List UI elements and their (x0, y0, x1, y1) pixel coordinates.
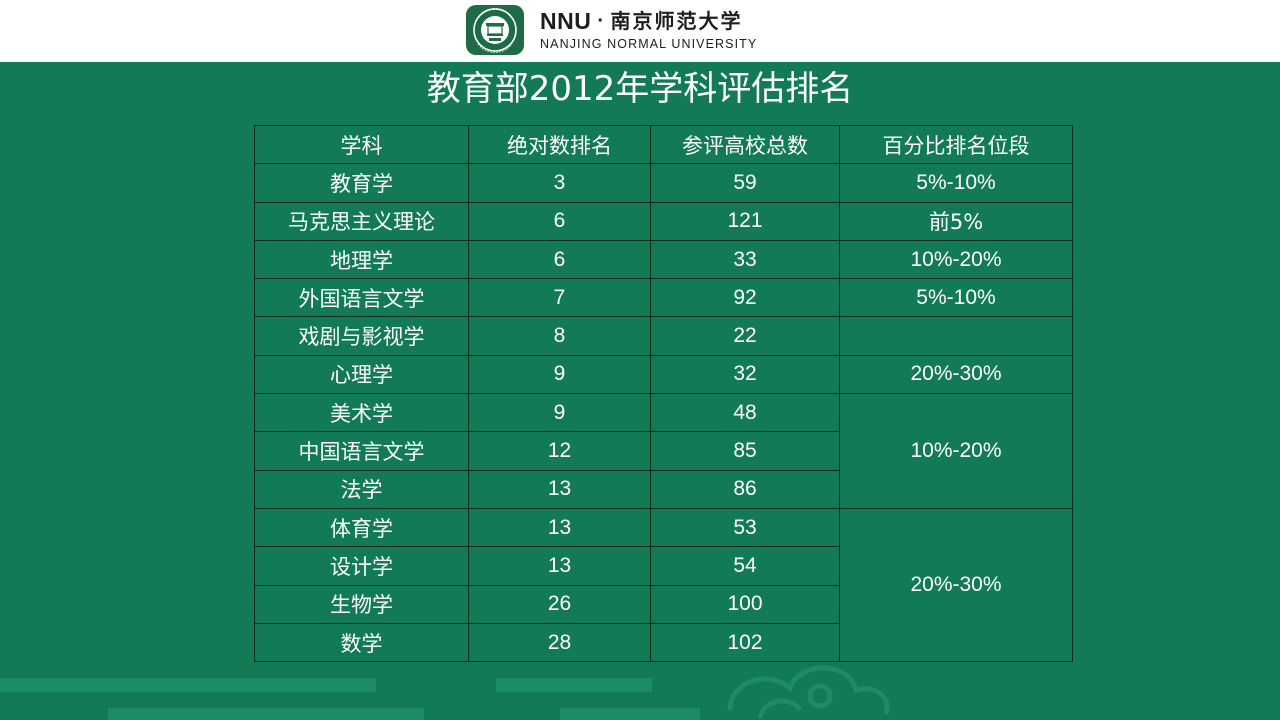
table-row: 马克思主义理论 6 121 前5% (254, 201, 1073, 241)
total-cell: 33 (650, 239, 840, 280)
table-row: 外国语言文学 7 92 5%-10% (254, 278, 1073, 318)
table-row: 地理学 6 33 10%-20% (254, 239, 1073, 280)
decor-stripe-1 (0, 678, 376, 692)
decor-stripe-2 (496, 678, 652, 692)
subject-cell: 外国语言文学 (254, 278, 469, 318)
subject-cell: 法学 (254, 469, 469, 509)
rank-cell: 7 (468, 278, 651, 318)
column-header-absolute-rank: 绝对数排名 (468, 124, 651, 165)
table-row: 心理学 9 32 20%-30% (254, 354, 1073, 395)
table-row: 体育学 13 53 20%-30% (254, 507, 1073, 663)
percent-cell-merged: 20%-30% (839, 507, 1073, 663)
percent-cell: 5%-10% (839, 163, 1073, 203)
total-cell: 92 (650, 278, 840, 318)
decor-stripe-4 (560, 708, 700, 720)
table-row: 美术学 9 48 10%-20% (254, 393, 1073, 509)
total-cell: 48 (650, 393, 840, 433)
subject-cell: 生物学 (254, 584, 469, 624)
total-cell: 59 (650, 163, 840, 203)
total-cell: 54 (650, 546, 840, 586)
logo-text: NNU · 南京师范大学 NANJING NORMAL UNIVERSITY (540, 8, 757, 52)
table-row: 戏剧与影视学 8 22 (254, 316, 1073, 356)
total-cell: 53 (650, 507, 840, 548)
rank-cell: 9 (468, 393, 651, 433)
logo-university-cn: 南京师范大学 (610, 9, 743, 33)
table-row: 教育学 3 59 5%-10% (254, 163, 1073, 203)
percent-cell: 20%-30% (839, 354, 1073, 395)
table-row: 设计学 13 54 (254, 546, 1073, 586)
percent-cell: 5%-10% (839, 278, 1073, 318)
table-row: 中国语言文学 12 85 (254, 431, 1073, 471)
subject-cell: 美术学 (254, 393, 469, 433)
rank-cell: 12 (468, 431, 651, 471)
column-header-subject: 学科 (254, 124, 469, 165)
rank-cell: 26 (468, 584, 651, 624)
rank-cell: 13 (468, 546, 651, 586)
subject-cell: 设计学 (254, 546, 469, 586)
subject-cell: 戏剧与影视学 (254, 316, 469, 356)
university-logo[interactable]: NNU · 南京师范大学 NANJING NORMAL UNIVERSITY (464, 2, 757, 58)
subject-cell: 教育学 (254, 163, 469, 203)
rank-cell: 28 (468, 622, 651, 663)
logo-line-primary: NNU · 南京师范大学 (540, 8, 757, 34)
logo-university-en: NANJING NORMAL UNIVERSITY (540, 37, 758, 51)
table-row: 数学 28 102 (254, 622, 1073, 663)
percent-cell: 10%-20% (839, 239, 1073, 280)
subject-cell: 体育学 (254, 507, 469, 548)
total-cell: 85 (650, 431, 840, 471)
table-row: 生物学 26 100 (254, 584, 1073, 624)
ranking-table: 学科 绝对数排名 参评高校总数 百分比排名位段 教育学 3 59 5%-10% … (254, 124, 1073, 663)
rank-cell: 8 (468, 316, 651, 356)
table-row: 法学 13 86 (254, 469, 1073, 509)
rank-cell: 13 (468, 469, 651, 509)
university-emblem-icon (466, 5, 524, 55)
percent-cell (839, 316, 1073, 356)
rank-cell: 6 (468, 201, 651, 241)
rank-cell: 9 (468, 354, 651, 395)
column-header-total-schools: 参评高校总数 (650, 124, 840, 165)
subject-cell: 中国语言文学 (254, 431, 469, 471)
logo-separator: · (597, 10, 605, 32)
slide-title: 教育部2012年学科评估排名 (426, 69, 854, 109)
column-header-percent-tier: 百分比排名位段 (839, 124, 1073, 165)
header-bar: NNU · 南京师范大学 NANJING NORMAL UNIVERSITY (0, 0, 1280, 62)
total-cell: 100 (650, 584, 840, 624)
subject-cell: 心理学 (254, 354, 469, 395)
percent-cell: 前5% (839, 201, 1073, 241)
total-cell: 86 (650, 469, 840, 509)
rank-cell: 13 (468, 507, 651, 548)
percent-cell-merged: 10%-20% (839, 393, 1073, 509)
total-cell: 22 (650, 316, 840, 356)
logo-brand: NNU (540, 8, 592, 34)
total-cell: 102 (650, 622, 840, 663)
subject-cell: 马克思主义理论 (254, 201, 469, 241)
table-header-row: 学科 绝对数排名 参评高校总数 百分比排名位段 (254, 124, 1073, 165)
subject-cell: 地理学 (254, 239, 469, 280)
cloud-pattern-icon (727, 665, 890, 719)
total-cell: 121 (650, 201, 840, 241)
rank-cell: 3 (468, 163, 651, 203)
total-cell: 32 (650, 354, 840, 395)
rank-cell: 6 (468, 239, 651, 280)
decor-stripe-3 (108, 708, 424, 720)
subject-cell: 数学 (254, 622, 469, 663)
